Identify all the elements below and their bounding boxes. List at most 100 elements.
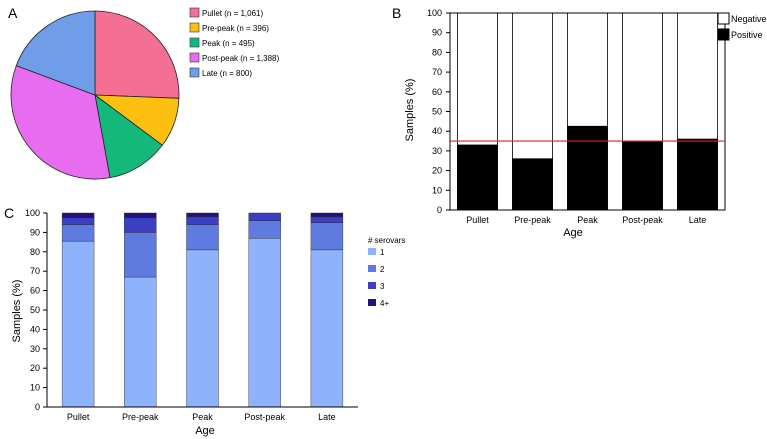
x-tick-label-c: Peak (192, 412, 213, 422)
y-tick-label-c: 40 (30, 324, 40, 334)
bars-c (61, 212, 344, 408)
legend-swatch-serovar-4plus (368, 299, 376, 306)
y-axis-title-b: Samples (%) (404, 79, 416, 142)
x-tick-label-b: Pullet (466, 215, 489, 225)
y-tick-label-c: 0 (35, 402, 40, 412)
bar-negative-pre-peak (512, 12, 553, 160)
y-tick-label-c: 100 (25, 208, 40, 218)
panel-label-a: A (8, 5, 18, 21)
y-tick-label-c: 70 (30, 266, 40, 276)
y-tick-label-b: 90 (432, 28, 442, 38)
bar-serovar-2-late (310, 222, 344, 251)
y-tick-label-b: 50 (432, 107, 442, 117)
legend-title-c: # serovars (368, 236, 405, 245)
legend-swatch-serovar-2 (368, 265, 376, 272)
x-tick-label-b: Peak (577, 215, 598, 225)
x-axis-ticks-b: Pullet Pre-peak Peak Post-peak Late (466, 215, 706, 225)
x-axis-title-c: Age (195, 425, 215, 437)
x-tick-label-c: Pre-peak (122, 412, 159, 422)
pie-chart-panel: Pullet (n = 1,061) Pre-peak (n = 396) Peak… (10, 7, 279, 180)
pie-slice-late (15, 10, 96, 96)
legend-label-post-peak: Post-peak (n = 1,388) (202, 54, 279, 63)
x-tick-label-c: Late (318, 412, 336, 422)
bar-serovar-2-pullet (61, 224, 95, 242)
bar-serovar-3-pre-peak (124, 217, 157, 233)
bar-serovar-2-post-peak (248, 220, 281, 239)
legend-swatch-serovar-1 (368, 248, 376, 255)
y-tick-label-b: 70 (432, 67, 442, 77)
legend-label-serovar-1: 1 (380, 248, 385, 257)
pie-legend: Pullet (n = 1,061) Pre-peak (n = 396) Peak… (189, 7, 279, 78)
legend-label-positive: Positive (731, 30, 763, 40)
legend-label-late: Late (n = 800) (202, 69, 252, 78)
y-tick-label-b: 10 (432, 185, 442, 195)
y-tick-label-b: 0 (437, 205, 442, 215)
bar-negative-pullet (457, 12, 498, 146)
legend-swatch-pullet (189, 7, 200, 18)
bar-serovar-4plus-peak (186, 212, 219, 218)
panel-label-c: C (4, 205, 14, 221)
y-tick-label-c: 60 (30, 286, 40, 296)
y-tick-label-b: 20 (432, 166, 442, 176)
bar-serovar-1-peak (186, 249, 219, 408)
legend-label-pullet: Pullet (n = 1,061) (202, 9, 263, 18)
panel-label-b: B (392, 5, 401, 21)
positivity-bar-chart-panel: 0 10 20 30 40 50 60 70 80 90 100 Pullet Pre-peak Pea… (404, 8, 767, 239)
legend-label-serovar-3: 3 (380, 282, 385, 291)
y-tick-label-c: 10 (30, 383, 40, 393)
legend-label-serovar-4plus: 4+ (380, 299, 389, 308)
bar-serovar-1-pullet (61, 240, 95, 408)
legend-swatch-peak (189, 37, 200, 48)
x-axis-ticks-c: Pullet Pre-peak Peak Post-peak Late (67, 412, 336, 422)
bar-serovar-1-pre-peak (124, 276, 157, 408)
legend-swatch-post-peak (189, 52, 200, 63)
bar-serovar-1-late (310, 249, 344, 408)
x-tick-label-b: Pre-peak (514, 215, 551, 225)
x-tick-label-b: Late (689, 215, 707, 225)
bar-positive-late (677, 138, 718, 211)
legend-swatch-pre-peak (189, 22, 200, 33)
bar-positive-pullet (457, 144, 498, 211)
bar-serovar-1-post-peak (248, 238, 281, 408)
y-tick-label-c: 80 (30, 247, 40, 257)
y-tick-label-c: 90 (30, 227, 40, 237)
y-tick-label-b: 40 (432, 126, 442, 136)
legend-label-serovar-2: 2 (380, 265, 385, 274)
legend-c: 1 2 3 4+ (368, 248, 389, 308)
bar-serovar-4plus-pre-peak (124, 212, 157, 219)
bar-serovar-4plus-late (310, 212, 344, 218)
y-tick-label-b: 80 (432, 47, 442, 57)
bar-serovar-3-pullet (61, 217, 95, 225)
bar-negative-peak (567, 12, 608, 127)
y-tick-label-c: 20 (30, 363, 40, 373)
x-tick-label-c: Post-peak (244, 412, 285, 422)
bar-serovar-4plus-pullet (61, 212, 95, 219)
y-axis-ticks-b: 0 10 20 30 40 50 60 70 80 90 100 (427, 8, 450, 215)
pie-slices (10, 10, 180, 180)
bar-negative-post-peak (622, 12, 663, 142)
pie-slice-peak (94, 94, 163, 179)
legend-label-peak: Peak (n = 495) (202, 39, 255, 48)
pie-slice-post-peak (10, 65, 111, 180)
pie-slice-pullet (94, 10, 180, 99)
bar-serovar-2-pre-peak (124, 232, 157, 278)
x-axis-title-b: Age (563, 227, 583, 239)
y-tick-label-b: 60 (432, 87, 442, 97)
x-tick-label-c: Pullet (67, 412, 90, 422)
bar-positive-pre-peak (512, 158, 553, 211)
bar-positive-peak (567, 125, 608, 211)
bar-serovar-2-peak (186, 224, 219, 251)
bar-serovar-3-post-peak (248, 212, 281, 221)
legend-label-negative: Negative (731, 14, 767, 24)
x-tick-label-b: Post-peak (622, 215, 663, 225)
y-tick-label-c: 50 (30, 305, 40, 315)
bars-b (457, 12, 718, 211)
bar-serovar-3-peak (186, 216, 219, 225)
bar-negative-late (677, 12, 718, 140)
legend-swatch-late (189, 67, 200, 78)
y-axis-title-c: Samples (%) (11, 280, 23, 343)
serovar-bar-chart-panel: 0 10 20 30 40 50 60 70 80 90 100 Pullet Pre-peak Pea… (11, 208, 405, 437)
plot-frame-b (449, 12, 726, 211)
y-tick-label-b: 100 (427, 8, 442, 18)
